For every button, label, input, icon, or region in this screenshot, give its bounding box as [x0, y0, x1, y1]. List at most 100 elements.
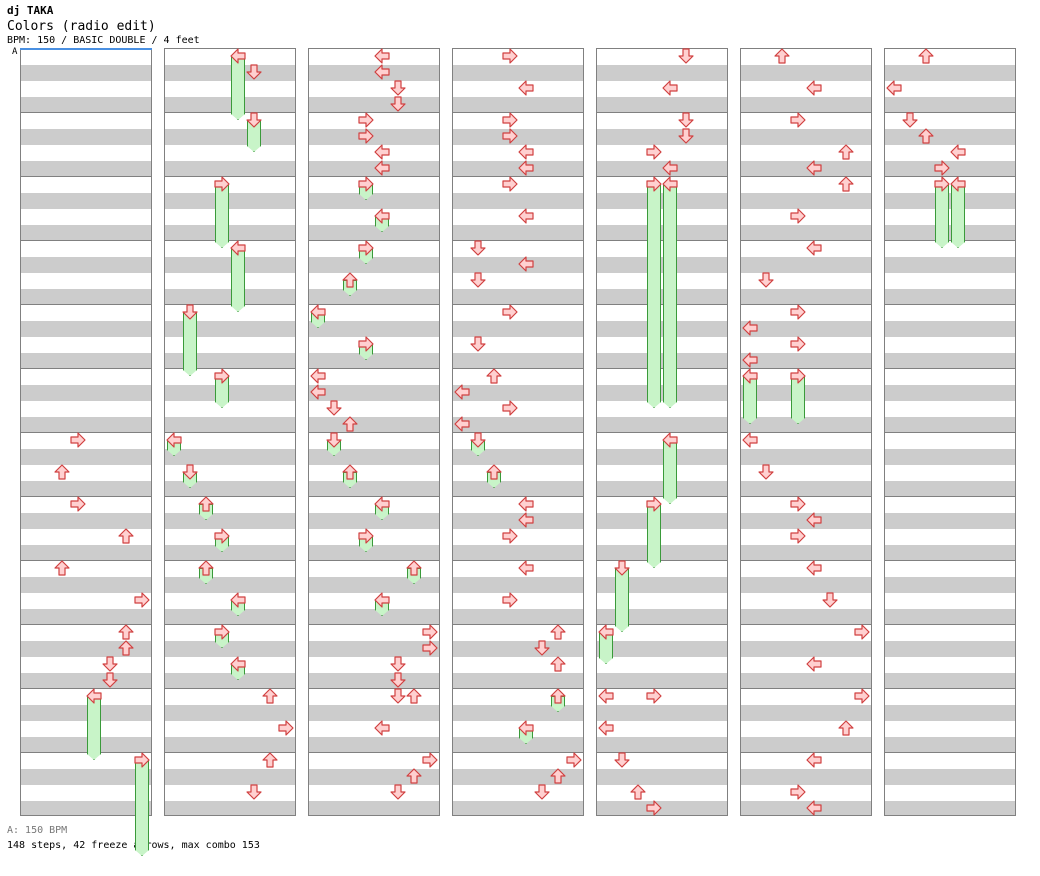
step-arrow-left-icon — [742, 432, 758, 448]
measure-line — [21, 112, 151, 113]
measure-line — [597, 304, 727, 305]
step-arrow-right-icon — [358, 128, 374, 144]
measure-line — [885, 112, 1015, 113]
measure-line — [165, 304, 295, 305]
measure-line — [21, 304, 151, 305]
step-arrow-up-icon — [486, 368, 502, 384]
freeze-arrow-body — [231, 56, 245, 120]
step-arrow-left-icon — [230, 656, 246, 672]
measure-line — [885, 496, 1015, 497]
step-arrow-left-icon — [950, 176, 966, 192]
step-arrow-left-icon — [886, 80, 902, 96]
measure-line — [885, 560, 1015, 561]
step-arrow-left-icon — [454, 416, 470, 432]
step-arrow-right-icon — [502, 112, 518, 128]
step-arrow-down-icon — [326, 432, 342, 448]
step-arrow-left-icon — [742, 320, 758, 336]
step-arrow-up-icon — [262, 752, 278, 768]
step-arrow-down-icon — [678, 48, 694, 64]
measure-line — [309, 240, 439, 241]
step-arrow-right-icon — [502, 176, 518, 192]
measure-line — [741, 496, 871, 497]
step-arrow-left-icon — [518, 208, 534, 224]
measure-line — [597, 560, 727, 561]
step-arrow-left-icon — [454, 384, 470, 400]
measure-line — [309, 496, 439, 497]
step-arrow-right-icon — [502, 128, 518, 144]
step-arrow-left-icon — [662, 160, 678, 176]
freeze-arrow-body — [647, 184, 661, 408]
measure-line — [21, 560, 151, 561]
step-arrow-down-icon — [390, 80, 406, 96]
step-arrow-right-icon — [502, 48, 518, 64]
step-arrow-right-icon — [646, 144, 662, 160]
step-arrow-left-icon — [374, 64, 390, 80]
step-arrow-down-icon — [102, 656, 118, 672]
step-arrow-down-icon — [534, 784, 550, 800]
step-arrow-up-icon — [838, 144, 854, 160]
step-arrow-right-icon — [70, 496, 86, 512]
measure-line — [21, 624, 151, 625]
chart-stats: 148 steps, 42 freeze arrows, max combo 1… — [7, 840, 260, 851]
step-arrow-right-icon — [934, 160, 950, 176]
step-arrow-right-icon — [566, 752, 582, 768]
step-arrow-right-icon — [790, 496, 806, 512]
measure-line — [741, 560, 871, 561]
step-arrow-left-icon — [230, 48, 246, 64]
step-arrow-right-icon — [214, 624, 230, 640]
step-arrow-right-icon — [358, 240, 374, 256]
chart-info: BPM: 150 / BASIC DOUBLE / 4 feet — [7, 35, 200, 46]
step-arrow-left-icon — [742, 352, 758, 368]
step-arrow-right-icon — [934, 176, 950, 192]
measure-line — [165, 112, 295, 113]
step-arrow-down-icon — [182, 304, 198, 320]
freeze-arrow-body — [951, 184, 965, 248]
measure-line — [165, 432, 295, 433]
chart-column — [164, 48, 296, 816]
step-arrow-down-icon — [102, 672, 118, 688]
step-arrow-up-icon — [198, 496, 214, 512]
measure-line — [309, 688, 439, 689]
step-arrow-up-icon — [118, 528, 134, 544]
measure-line — [165, 368, 295, 369]
step-arrow-left-icon — [374, 208, 390, 224]
step-arrow-left-icon — [806, 512, 822, 528]
step-arrow-right-icon — [646, 176, 662, 192]
step-arrow-left-icon — [518, 144, 534, 160]
step-arrow-left-icon — [598, 624, 614, 640]
step-arrow-left-icon — [310, 384, 326, 400]
measure-line — [21, 176, 151, 177]
step-arrow-up-icon — [342, 416, 358, 432]
step-arrow-right-icon — [358, 336, 374, 352]
step-arrow-right-icon — [422, 752, 438, 768]
measure-line — [309, 624, 439, 625]
chart-column — [452, 48, 584, 816]
chart-column — [20, 48, 152, 816]
step-arrow-right-icon — [854, 624, 870, 640]
step-arrow-left-icon — [86, 688, 102, 704]
step-arrow-left-icon — [230, 240, 246, 256]
measure-line — [597, 240, 727, 241]
measure-line — [597, 688, 727, 689]
step-arrow-left-icon — [310, 304, 326, 320]
measure-line — [741, 176, 871, 177]
measure-line — [885, 368, 1015, 369]
chart-column — [596, 48, 728, 816]
step-arrow-left-icon — [742, 368, 758, 384]
freeze-arrow-body — [231, 248, 245, 312]
step-arrow-down-icon — [182, 464, 198, 480]
step-arrow-right-icon — [646, 496, 662, 512]
step-arrow-left-icon — [806, 752, 822, 768]
step-arrow-down-icon — [534, 640, 550, 656]
freeze-arrow-body — [615, 568, 629, 632]
measure-line — [597, 624, 727, 625]
step-arrow-right-icon — [502, 400, 518, 416]
step-arrow-down-icon — [470, 336, 486, 352]
measure-line — [741, 752, 871, 753]
measure-line — [309, 752, 439, 753]
freeze-arrow-body — [935, 184, 949, 248]
step-arrow-left-icon — [806, 656, 822, 672]
step-arrow-right-icon — [422, 624, 438, 640]
step-arrow-up-icon — [406, 768, 422, 784]
step-arrow-up-icon — [550, 768, 566, 784]
